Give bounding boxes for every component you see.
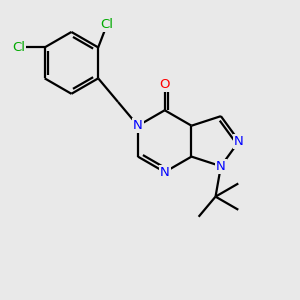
- Text: N: N: [133, 119, 143, 132]
- Text: N: N: [160, 166, 169, 178]
- Text: Cl: Cl: [100, 18, 113, 31]
- Text: Cl: Cl: [12, 41, 25, 54]
- Text: O: O: [160, 78, 170, 91]
- Text: N: N: [234, 135, 244, 148]
- Text: N: N: [216, 160, 226, 173]
